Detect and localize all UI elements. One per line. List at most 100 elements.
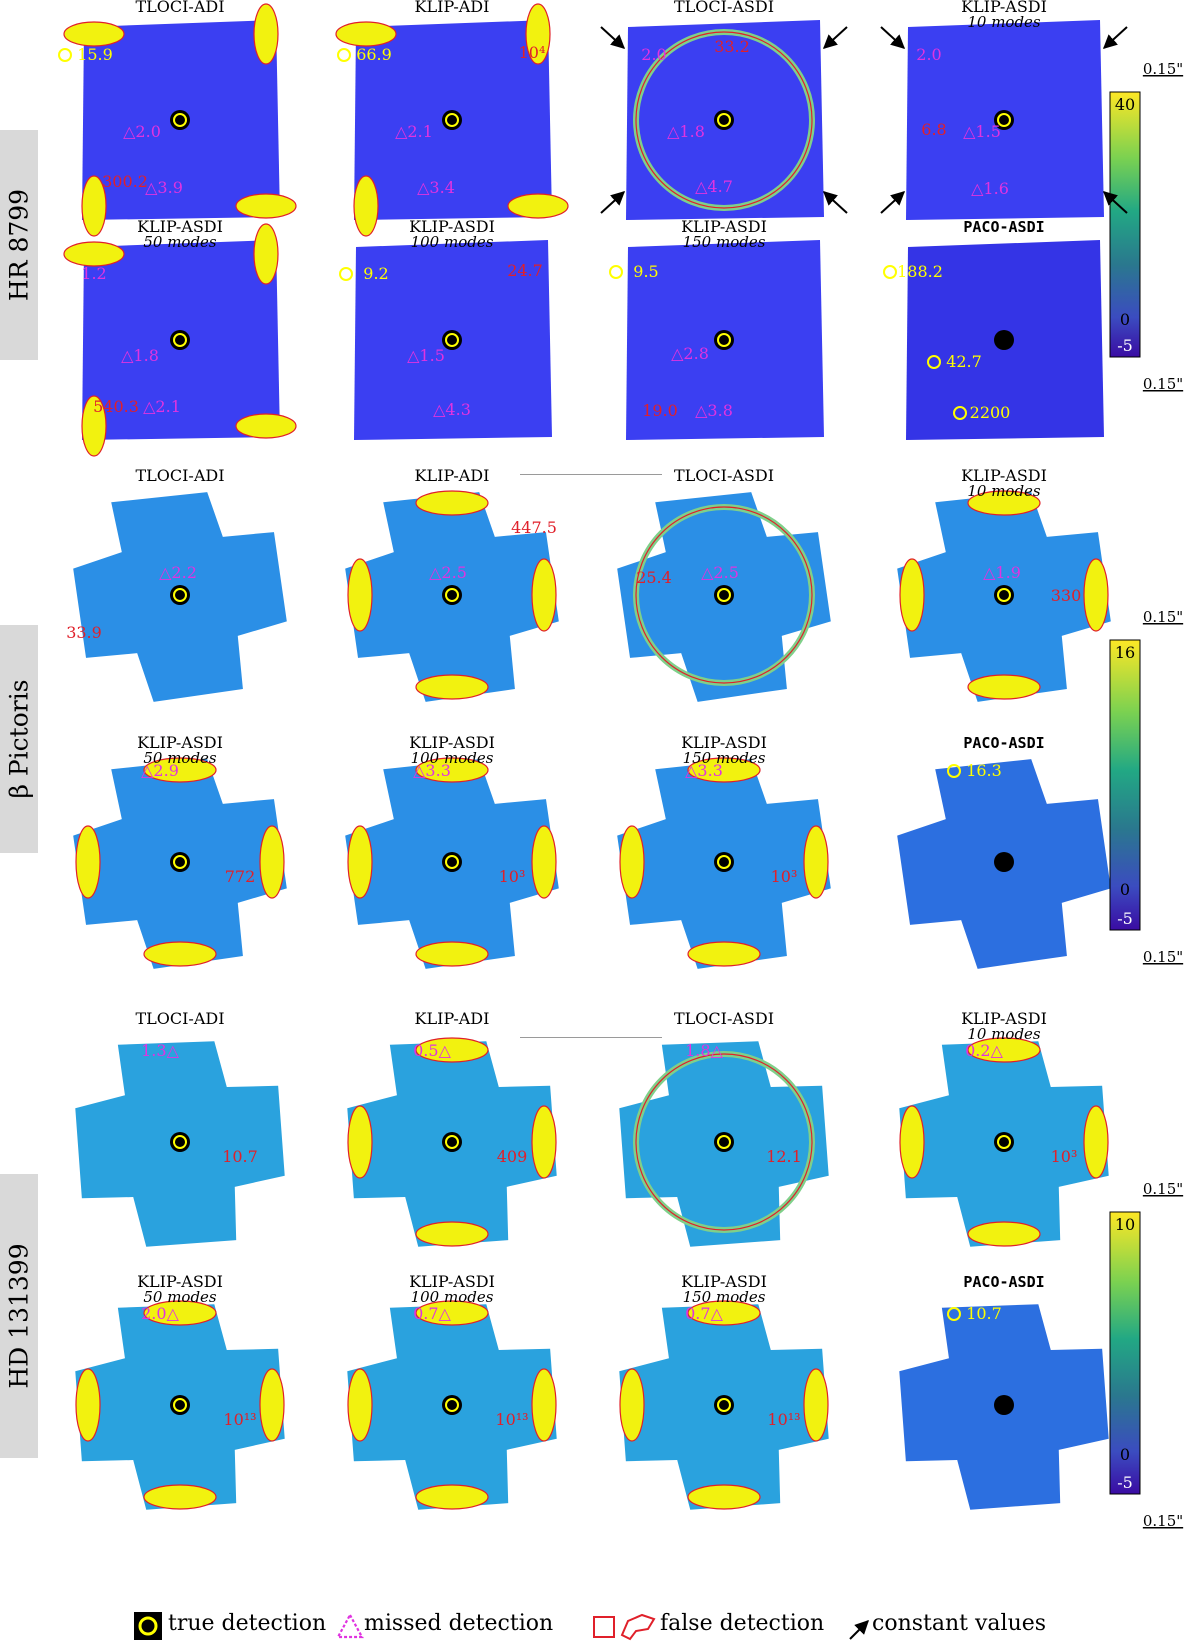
false-detection-region [353,175,379,237]
center-detection [173,113,187,127]
false-detection-region [687,941,761,967]
star-mask [170,852,190,872]
true-detection-marker [609,265,623,279]
false-detection-region [507,193,569,219]
center-detection [717,333,731,347]
panel-title: KLIP-ASDI [137,1272,223,1291]
panel: KLIP-ADI △2.5 447.5 [345,466,559,702]
false-detection-region [75,1368,101,1442]
false-detection-region [531,1368,557,1442]
star-mask [442,110,462,130]
panel-title: KLIP-ADI [415,1009,490,1028]
colorbar: 16 0 -5 0.15" 0.15" [1109,608,1183,966]
star-mask [994,330,1014,350]
panel-title: TLOCI-ADI [135,1009,224,1028]
section-divider [520,474,662,475]
false-detection-region [635,506,813,684]
center-detection [717,1135,731,1149]
panel-title: PACO-ASDI [963,1273,1044,1291]
section-divider [520,1037,662,1038]
center-detection [997,588,1011,602]
detection-label: 0.5△ [413,1041,451,1060]
center-detection [717,1398,731,1412]
constant-value-arrow [600,191,626,214]
detection-label: 540.3 [93,397,139,416]
panel-subtitle: 50 modes [143,233,217,251]
scale-bar-top: 0.15" [1143,60,1183,78]
detection-label: △2.0 [123,122,161,141]
false-detection-region [143,1300,217,1326]
panel-subtitle: 10 modes [967,13,1041,31]
center-detection [445,855,459,869]
detection-label: 0.2△ [965,1041,1003,1060]
colorbar-min: -5 [1117,909,1133,928]
false-detection-region [347,558,373,632]
colorbar: 10 0 -5 0.15" 0.15" [1109,1180,1183,1530]
center-detection [997,333,1011,347]
legend-false-detection: false detection [660,1611,825,1636]
false-detection-region [335,21,397,47]
detection-label: 10.7 [222,1147,258,1166]
detection-label: 2.0△ [141,1304,179,1323]
false-detection-region [967,1037,1041,1063]
constant-value-arrow [880,191,906,214]
center-detection [445,113,459,127]
star-mask [994,585,1014,605]
panel: TLOCI-ADI 1.3△ 10.7 [75,1009,285,1247]
row-label-text: β Pictoris [4,679,34,799]
detection-label: △2.2 [159,563,197,582]
detection-label: 10³ [771,867,798,886]
detection-label: 10⁴ [519,43,546,62]
false-detection-region [63,241,125,267]
center-detection [173,333,187,347]
panel-title: TLOCI-ASDI [674,0,774,16]
colorbar-max: 40 [1115,95,1135,114]
panel: PACO-ASDI 16.3 [897,734,1111,969]
false-detection-region [415,1037,489,1063]
detection-label: 19.0 [642,401,678,420]
detection-label: △1.8 [667,122,705,141]
colorbar-min: -5 [1117,1473,1133,1492]
star-mask [714,852,734,872]
detection-label: 6.8 [921,120,946,139]
center-detection [173,1398,187,1412]
false-detection-region [531,825,557,899]
legend: true detection missed detection false de… [0,1609,1200,1643]
detection-label: 0.7△ [413,1304,451,1323]
star-mask [714,330,734,350]
star-mask [994,1132,1014,1152]
false-detection-region [415,757,489,783]
center-detection [445,333,459,347]
detection-label: △1.9 [983,563,1021,582]
panel-title: PACO-ASDI [963,218,1044,236]
false-detection-region [531,1105,557,1179]
constant-value-arrow [600,26,626,49]
star-mask [714,1132,734,1152]
false-detection-region [347,825,373,899]
constant-value-arrow [822,191,848,214]
center-detection [173,1135,187,1149]
panel-subtitle: 100 modes [411,749,494,767]
detection-label: △3.4 [417,178,455,197]
true-detection-marker [883,265,897,279]
panel-title: KLIP-ASDI [137,217,223,236]
false-detection-region [81,175,107,237]
panel-title: TLOCI-ADI [135,466,224,485]
detection-label: 10¹³ [495,1410,528,1429]
false-detection-region [899,558,925,632]
detection-label: △3.9 [145,178,183,197]
detection-label: 330 [1051,586,1082,605]
panel-title: TLOCI-ASDI [674,1009,774,1028]
colorbar-zero: 0 [1120,310,1130,329]
false-detection-region [687,1300,761,1326]
panel-title: KLIP-ADI [415,466,490,485]
false-detection-region [687,757,761,783]
detection-label: △4.7 [695,177,733,196]
false-detection-region [253,223,279,285]
